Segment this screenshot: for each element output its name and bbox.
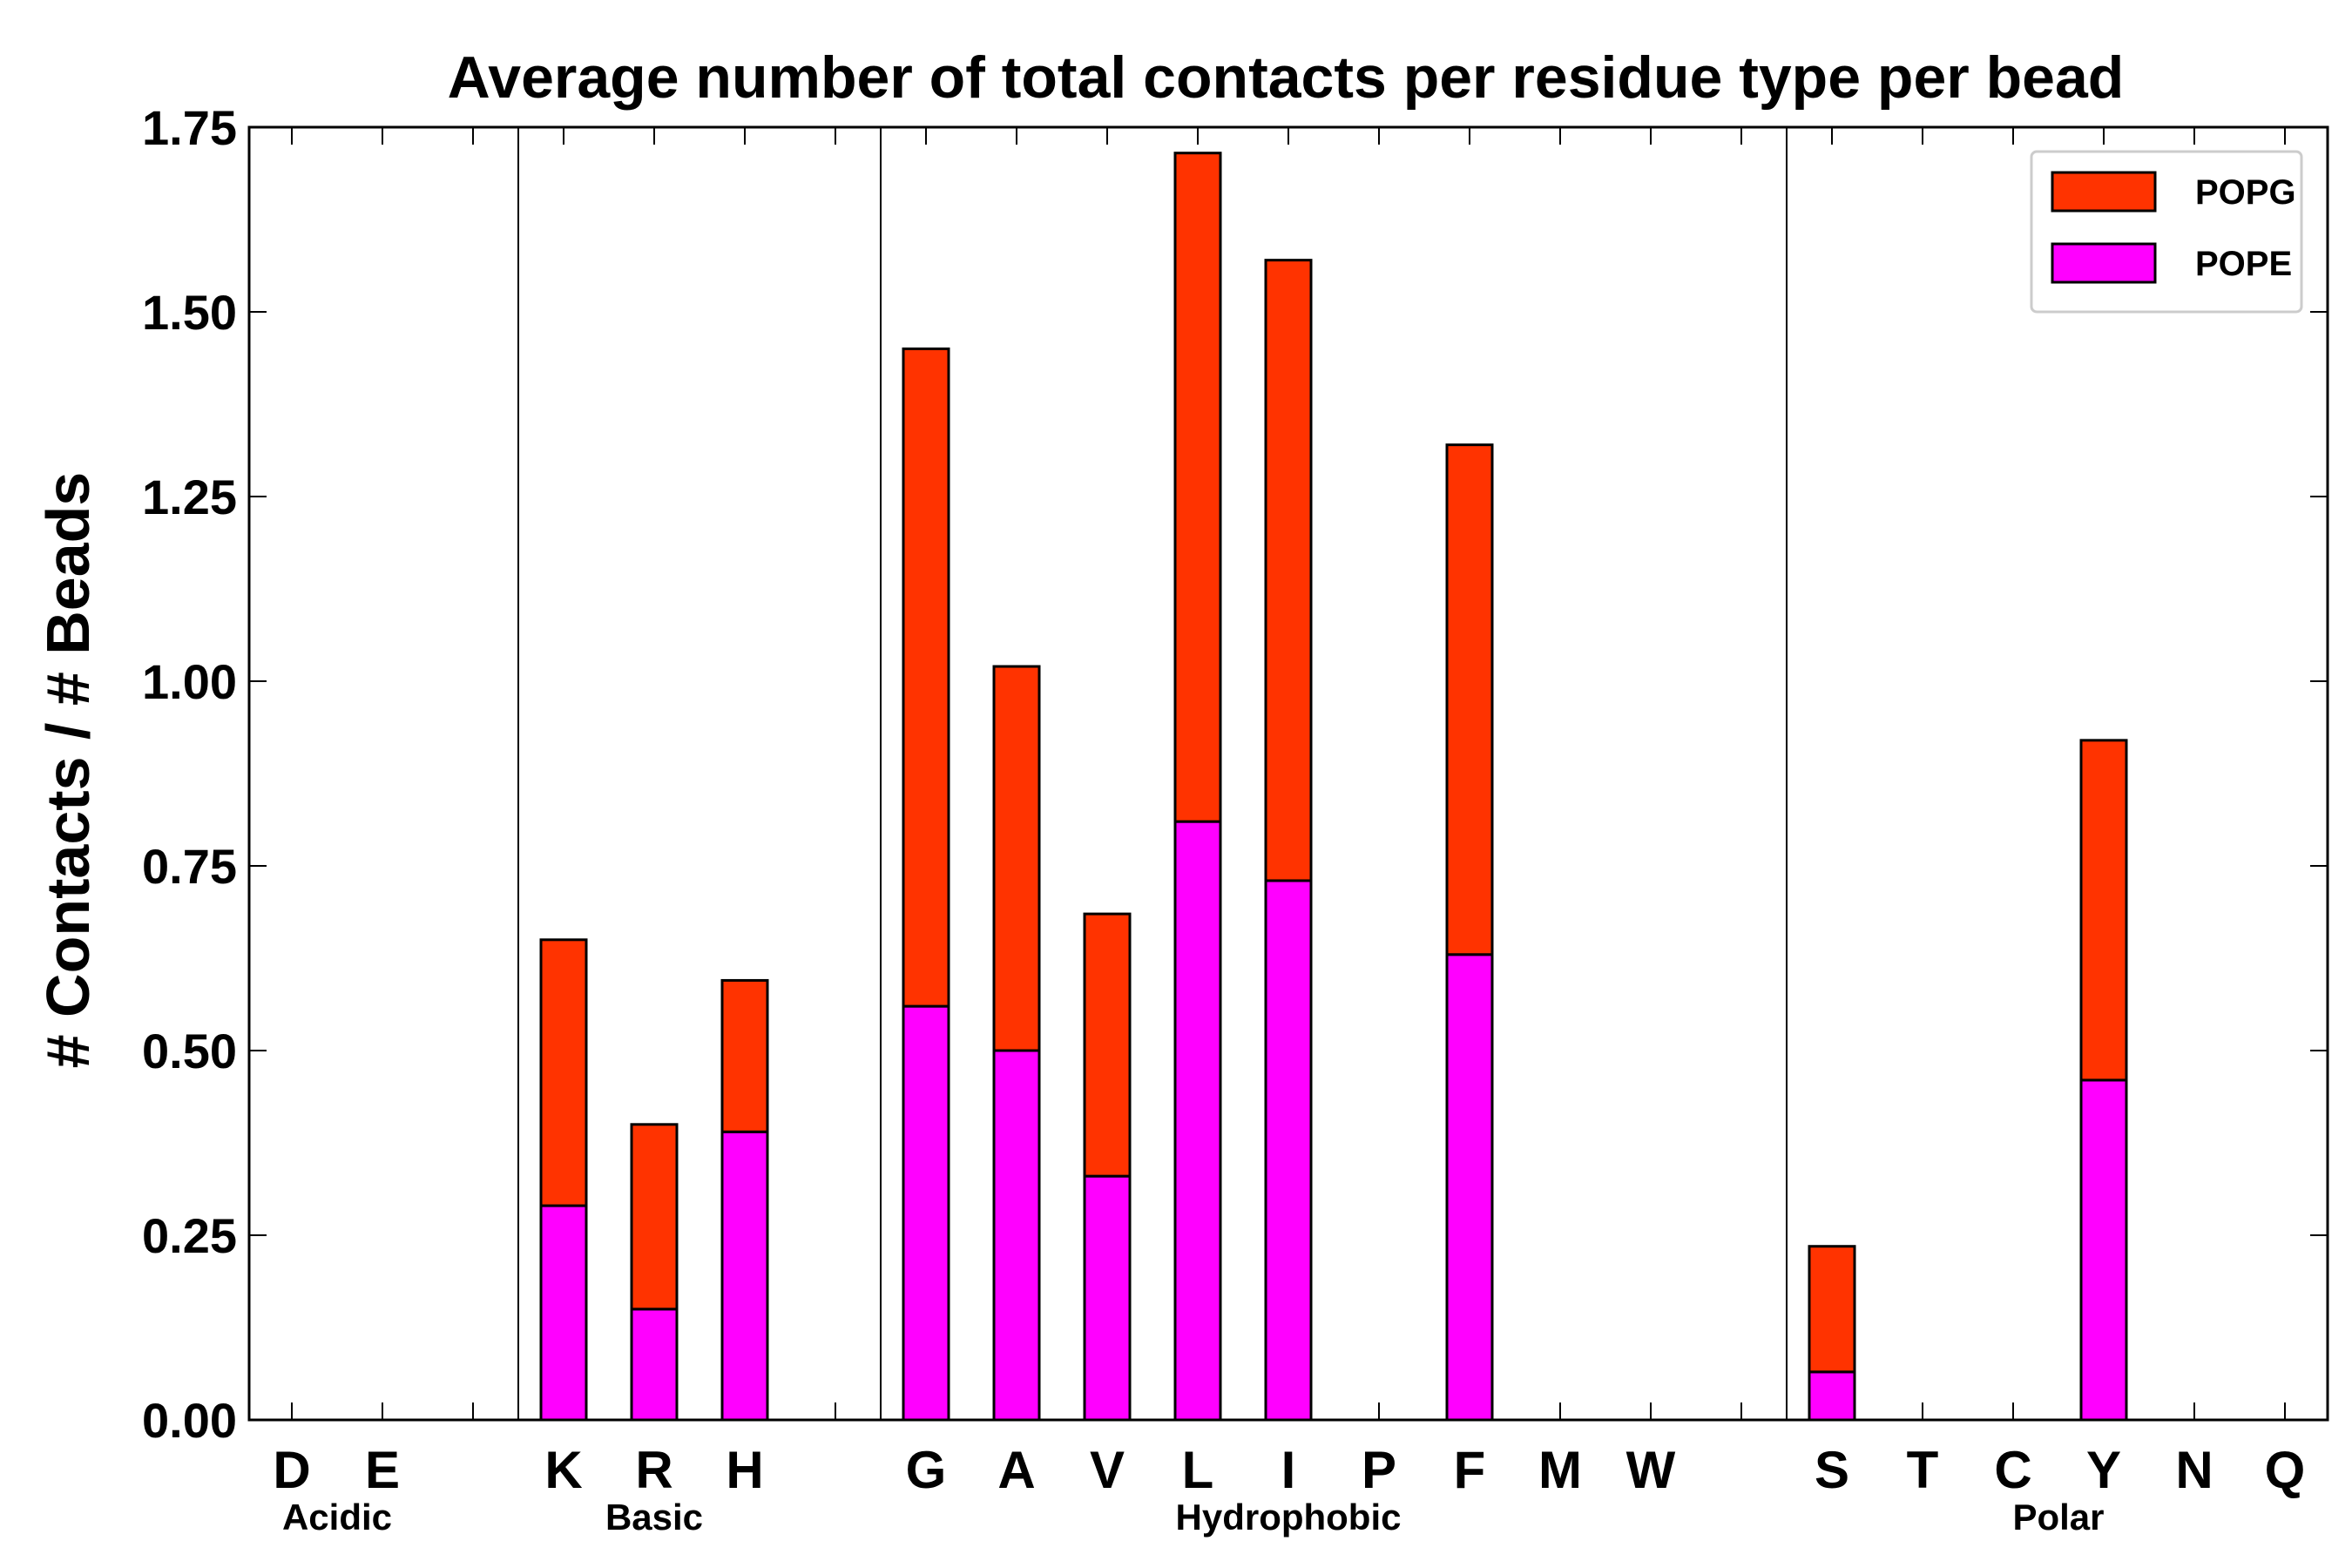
group-label-acidic: Acidic [282, 1497, 392, 1538]
bar-popg-R [630, 1123, 679, 1311]
legend: POPG POPE [2030, 150, 2303, 314]
y-tick-label: 0.75 [142, 839, 237, 894]
x-tick-label-Y: Y [2086, 1441, 2121, 1499]
x-tick-label-I: I [1281, 1441, 1296, 1499]
bar-pope-F [1445, 953, 1494, 1422]
x-tick-label-S: S [1815, 1441, 1849, 1499]
x-tick-label-P: P [1362, 1441, 1396, 1499]
y-tick-label: 0.50 [142, 1024, 237, 1078]
bar-popg-S [1808, 1245, 1856, 1374]
bar-pope-Y [2079, 1078, 2128, 1422]
bar-pope-G [902, 1004, 950, 1422]
legend-label-pope: POPE [2195, 245, 2292, 283]
x-tick-label-C: C [1994, 1441, 2031, 1499]
bar-popg-A [992, 665, 1041, 1052]
legend-swatch-pope [2051, 242, 2157, 284]
x-tick-label-Q: Q [2265, 1441, 2306, 1499]
bar-pope-V [1083, 1174, 1132, 1422]
plot-area: 0.00 0.25 0.50 0.75 1.00 1.25 1.50 1.75 D E K R H G A V… [142, 100, 2329, 1538]
bar-popg-G [902, 347, 950, 1008]
x-tick-label-V: V [1090, 1441, 1125, 1499]
y-tick-label: 1.75 [142, 100, 237, 155]
plot-frame [247, 125, 2329, 1422]
bar-pope-I [1264, 879, 1313, 1422]
legend-label-popg: POPG [2195, 173, 2296, 212]
x-tick-label-D: D [273, 1441, 310, 1499]
x-tick-label-W: W [1626, 1441, 1676, 1499]
bar-pope-R [630, 1308, 679, 1422]
y-tick-label: 0.25 [142, 1208, 237, 1263]
y-axis-label: # Contacts / # Beads [34, 472, 102, 1069]
group-label-hydrophobic: Hydrophobic [1176, 1497, 1402, 1538]
x-tick-label-A: A [997, 1441, 1035, 1499]
x-tick-label-T: T [1907, 1441, 1939, 1499]
x-tick-label-K: K [544, 1441, 582, 1499]
y-tick-label: 0.00 [142, 1393, 237, 1448]
x-tick-label-E: E [365, 1441, 400, 1499]
y-tick-label: 1.50 [142, 285, 237, 340]
group-label-polar: Polar [2012, 1497, 2104, 1538]
bar-popg-Y [2079, 739, 2128, 1082]
bar-popg-L [1173, 152, 1222, 823]
bar-pope-K [539, 1204, 588, 1422]
y-tick-label: 1.00 [142, 654, 237, 709]
bar-pope-S [1808, 1370, 1856, 1422]
x-tick-label-M: M [1538, 1441, 1582, 1499]
bar-popg-H [720, 978, 769, 1133]
x-tick-label-L: L [1182, 1441, 1214, 1499]
bar-popg-I [1264, 259, 1313, 882]
bar-pope-A [992, 1049, 1041, 1422]
bar-popg-K [539, 938, 588, 1207]
bar-pope-H [720, 1130, 769, 1422]
x-tick-label-F: F [1454, 1441, 1486, 1499]
group-label-basic: Basic [605, 1497, 703, 1538]
y-tick-label: 1.25 [142, 470, 237, 524]
bar-pope-L [1173, 820, 1222, 1422]
bar-popg-V [1083, 912, 1132, 1178]
x-tick-label-H: H [726, 1441, 763, 1499]
x-tick-label-N: N [2175, 1441, 2213, 1499]
x-tick-label-G: G [906, 1441, 947, 1499]
chart-title: Average number of total contacts per res… [448, 44, 2125, 111]
x-tick-label-R: R [635, 1441, 672, 1499]
legend-swatch-popg [2051, 171, 2157, 213]
bar-popg-F [1445, 443, 1494, 956]
